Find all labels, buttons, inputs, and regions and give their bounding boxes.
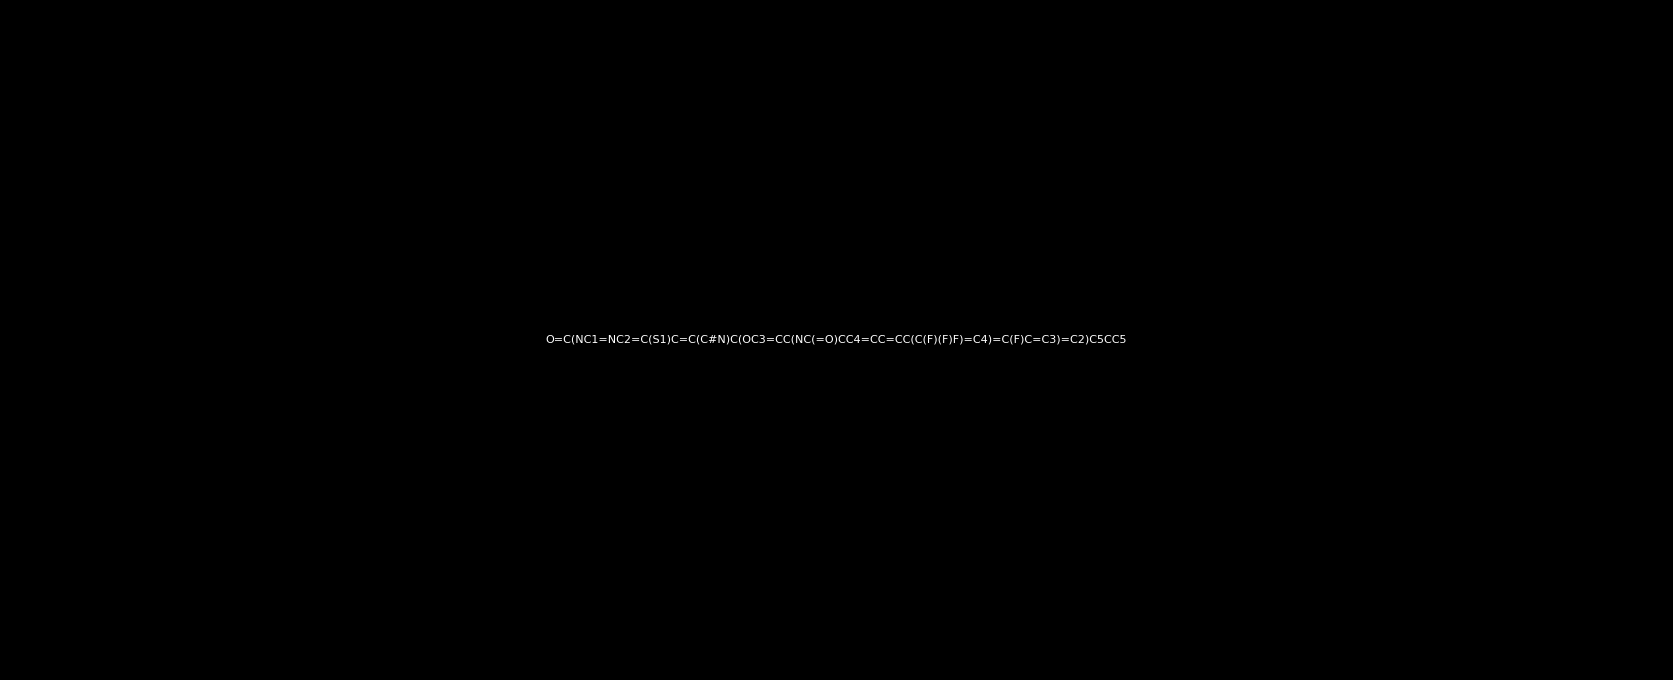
Text: O=C(NC1=NC2=C(S1)C=C(C#N)C(OC3=CC(NC(=O)CC4=CC=CC(C(F)(F)F)=C4)=C(F)C=C3)=C2)C5C: O=C(NC1=NC2=C(S1)C=C(C#N)C(OC3=CC(NC(=O)… — [545, 335, 1126, 345]
